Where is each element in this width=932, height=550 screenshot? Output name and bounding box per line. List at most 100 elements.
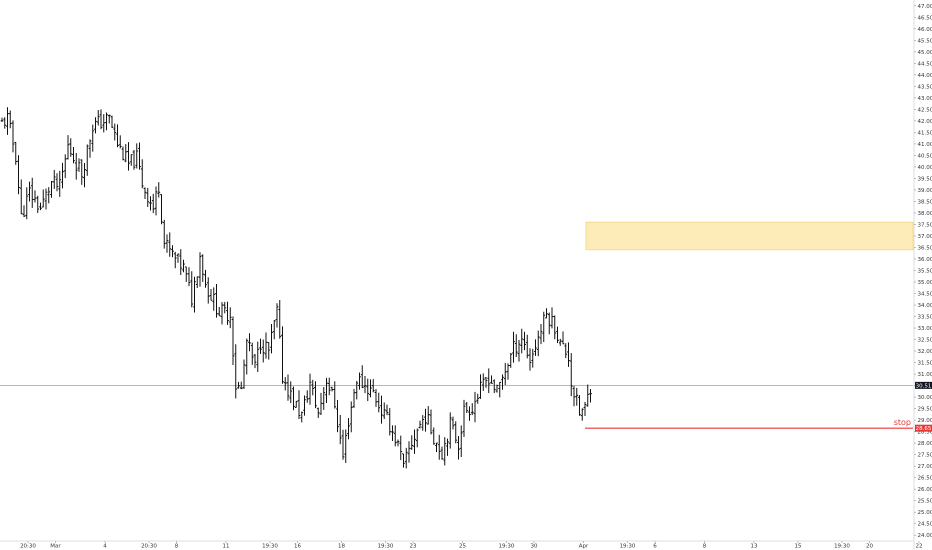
ohlc-bar[interactable]	[344, 429, 348, 463]
ohlc-bar[interactable]	[140, 159, 144, 189]
ohlc-bar[interactable]	[173, 251, 177, 269]
ohlc-bar[interactable]	[470, 403, 474, 416]
ohlc-bar[interactable]	[457, 436, 460, 460]
ohlc-bar[interactable]	[55, 173, 59, 192]
ohlc-bar[interactable]	[492, 379, 496, 394]
ohlc-bar[interactable]	[215, 283, 218, 318]
ohlc-bar[interactable]	[531, 348, 535, 368]
ohlc-bar[interactable]	[63, 154, 67, 179]
ohlc-bar[interactable]	[440, 446, 444, 460]
ohlc-bar[interactable]	[22, 205, 26, 218]
ohlc-bar[interactable]	[118, 135, 122, 149]
ohlc-bar[interactable]	[217, 306, 221, 317]
ohlc-bar[interactable]	[542, 311, 546, 343]
ohlc-bar[interactable]	[154, 186, 158, 216]
ohlc-bar[interactable]	[85, 144, 89, 176]
ohlc-bar[interactable]	[113, 123, 117, 141]
ohlc-bar[interactable]	[275, 303, 279, 328]
ohlc-bar[interactable]	[432, 427, 436, 445]
ohlc-bar[interactable]	[143, 187, 147, 200]
ohlc-bar[interactable]	[28, 181, 31, 202]
ohlc-bar[interactable]	[160, 194, 163, 225]
ohlc-bar[interactable]	[127, 142, 130, 171]
ohlc-bar[interactable]	[201, 254, 205, 282]
ohlc-bar[interactable]	[487, 368, 491, 394]
ohlc-bar[interactable]	[149, 196, 152, 211]
ohlc-bar[interactable]	[61, 162, 64, 189]
ohlc-bar[interactable]	[569, 353, 573, 397]
ohlc-bar[interactable]	[138, 142, 141, 170]
y-axis[interactable]: 47.00 46.50 46.00 45.50 45.00 44.50 44.00 43.50…	[913, 0, 932, 550]
ohlc-bar[interactable]	[44, 188, 48, 210]
ohlc-bar[interactable]	[327, 377, 331, 396]
ohlc-bar[interactable]	[512, 331, 515, 363]
ohlc-bar[interactable]	[314, 381, 317, 409]
ohlc-bar[interactable]	[413, 429, 416, 454]
ohlc-bar[interactable]	[206, 277, 210, 304]
ohlc-bar[interactable]	[151, 193, 155, 214]
ohlc-bar[interactable]	[261, 339, 265, 363]
ohlc-bar[interactable]	[270, 324, 273, 354]
ohlc-bar[interactable]	[451, 416, 455, 430]
ohlc-bar[interactable]	[479, 374, 482, 399]
ohlc-bar[interactable]	[294, 400, 298, 408]
ohlc-bar[interactable]	[272, 319, 276, 340]
ohlc-bar[interactable]	[391, 425, 394, 441]
resistance-zone[interactable]	[585, 221, 914, 251]
ohlc-bar[interactable]	[99, 109, 103, 130]
ohlc-bar[interactable]	[341, 429, 345, 460]
ohlc-bar[interactable]	[484, 376, 488, 388]
ohlc-bar[interactable]	[402, 453, 405, 468]
ohlc-bar[interactable]	[303, 395, 306, 416]
ohlc-bar[interactable]	[283, 377, 287, 391]
ohlc-bar[interactable]	[124, 144, 128, 163]
ohlc-bar[interactable]	[58, 170, 62, 197]
ohlc-bar[interactable]	[490, 375, 493, 384]
ohlc-bar[interactable]	[556, 326, 559, 343]
ohlc-bar[interactable]	[369, 379, 372, 398]
ohlc-bar[interactable]	[264, 332, 268, 359]
ohlc-bar[interactable]	[253, 354, 257, 369]
ohlc-bar[interactable]	[250, 342, 254, 365]
ohlc-bar[interactable]	[0, 117, 4, 122]
ohlc-bar[interactable]	[242, 359, 246, 389]
ohlc-bar[interactable]	[468, 406, 471, 421]
ohlc-bar[interactable]	[237, 381, 240, 389]
ohlc-bar[interactable]	[204, 269, 207, 288]
ohlc-bar[interactable]	[135, 143, 139, 169]
ohlc-bar[interactable]	[520, 328, 524, 354]
ohlc-bar[interactable]	[300, 411, 304, 423]
ohlc-bar[interactable]	[358, 372, 361, 390]
ohlc-bar[interactable]	[435, 442, 438, 453]
ohlc-bar[interactable]	[17, 155, 20, 195]
ohlc-bar[interactable]	[226, 301, 229, 325]
ohlc-bar[interactable]	[558, 338, 562, 346]
ohlc-bar[interactable]	[539, 323, 543, 345]
ohlc-bar[interactable]	[564, 343, 568, 359]
ohlc-bar[interactable]	[399, 435, 403, 461]
ohlc-bar[interactable]	[523, 331, 526, 351]
ohlc-bar[interactable]	[514, 334, 518, 357]
ohlc-bar[interactable]	[316, 407, 320, 418]
ohlc-bar[interactable]	[248, 333, 251, 352]
ohlc-bar[interactable]	[132, 150, 136, 170]
ohlc-bar[interactable]	[476, 393, 480, 404]
ohlc-bar[interactable]	[393, 425, 397, 447]
ohlc-bar[interactable]	[72, 147, 75, 164]
ohlc-bar[interactable]	[3, 117, 7, 129]
ohlc-bar[interactable]	[66, 135, 70, 160]
ohlc-bar[interactable]	[6, 107, 9, 135]
ohlc-bar[interactable]	[179, 249, 183, 275]
ohlc-bar[interactable]	[550, 307, 554, 329]
ohlc-bar[interactable]	[96, 110, 100, 126]
ohlc-bar[interactable]	[503, 362, 507, 386]
ohlc-bar[interactable]	[465, 401, 469, 413]
ohlc-bar[interactable]	[239, 381, 243, 390]
ohlc-bar[interactable]	[41, 189, 45, 208]
ohlc-bar[interactable]	[157, 182, 161, 198]
ohlc-bar[interactable]	[506, 363, 510, 380]
ohlc-bar[interactable]	[407, 441, 411, 463]
ohlc-bar[interactable]	[297, 390, 301, 419]
ohlc-bar[interactable]	[11, 120, 15, 153]
